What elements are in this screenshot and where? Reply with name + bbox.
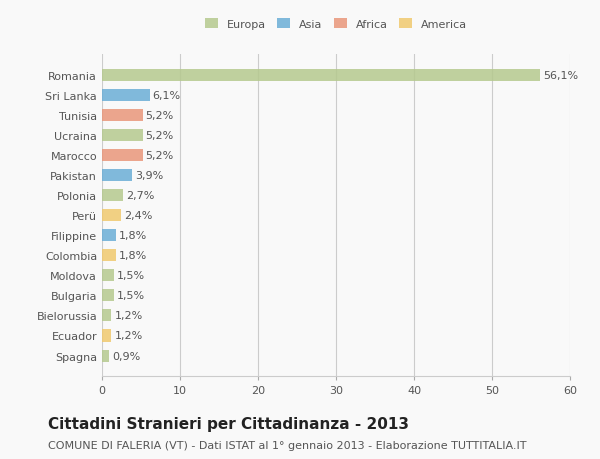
Text: 3,9%: 3,9%	[136, 171, 164, 181]
Text: 5,2%: 5,2%	[146, 151, 174, 161]
Bar	[102, 70, 539, 82]
Legend: Europa, Asia, Africa, America: Europa, Asia, Africa, America	[205, 19, 467, 30]
Text: Cittadini Stranieri per Cittadinanza - 2013: Cittadini Stranieri per Cittadinanza - 2…	[48, 416, 409, 431]
Bar	[102, 110, 143, 122]
Bar	[102, 90, 149, 102]
Bar	[102, 270, 114, 282]
Text: COMUNE DI FALERIA (VT) - Dati ISTAT al 1° gennaio 2013 - Elaborazione TUTTITALIA: COMUNE DI FALERIA (VT) - Dati ISTAT al 1…	[48, 440, 527, 450]
Bar	[102, 330, 112, 342]
Bar	[102, 130, 143, 142]
Bar	[102, 150, 143, 162]
Text: 5,2%: 5,2%	[146, 131, 174, 141]
Bar	[102, 230, 116, 242]
Bar	[102, 250, 116, 262]
Text: 1,8%: 1,8%	[119, 251, 148, 261]
Bar	[102, 190, 123, 202]
Text: 2,7%: 2,7%	[126, 191, 155, 201]
Text: 6,1%: 6,1%	[153, 91, 181, 101]
Text: 1,2%: 1,2%	[115, 331, 143, 341]
Text: 0,9%: 0,9%	[112, 351, 140, 361]
Text: 1,8%: 1,8%	[119, 231, 148, 241]
Bar	[102, 290, 114, 302]
Text: 5,2%: 5,2%	[146, 111, 174, 121]
Bar	[102, 210, 121, 222]
Text: 1,5%: 1,5%	[117, 291, 145, 301]
Text: 1,2%: 1,2%	[115, 311, 143, 321]
Bar	[102, 170, 133, 182]
Text: 2,4%: 2,4%	[124, 211, 152, 221]
Text: 1,5%: 1,5%	[117, 271, 145, 281]
Bar	[102, 350, 109, 362]
Bar	[102, 310, 112, 322]
Text: 56,1%: 56,1%	[543, 71, 578, 81]
